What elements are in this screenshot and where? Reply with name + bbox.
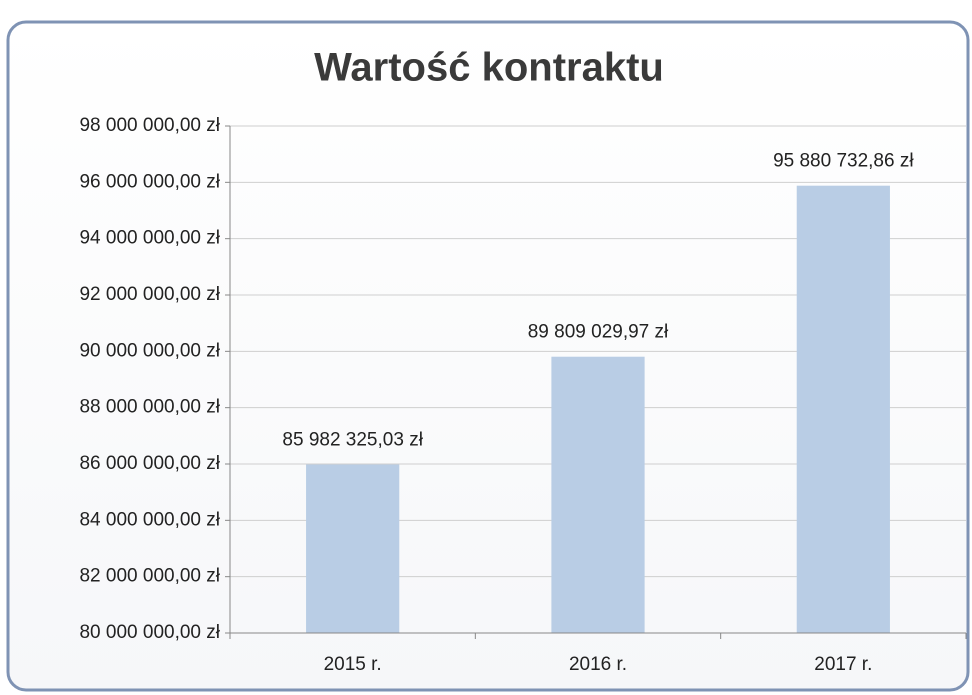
y-tick-label: 98 000 000,00 zł xyxy=(79,115,220,136)
chart-title: Wartość kontraktu xyxy=(314,46,664,90)
x-tick-label: 2015 r. xyxy=(324,654,382,675)
y-tick-label: 80 000 000,00 zł xyxy=(79,622,220,643)
bar xyxy=(306,464,400,633)
data-label: 85 982 325,03 zł xyxy=(282,430,423,451)
y-tick-label: 92 000 000,00 zł xyxy=(79,284,220,305)
y-tick-label: 84 000 000,00 zł xyxy=(79,509,220,530)
x-tick-label: 2016 r. xyxy=(569,654,627,675)
bar xyxy=(551,356,645,633)
data-label: 89 809 029,97 zł xyxy=(528,322,669,343)
y-tick-label: 82 000 000,00 zł xyxy=(79,566,220,587)
y-tick-label: 94 000 000,00 zł xyxy=(79,228,220,249)
bar xyxy=(796,185,890,633)
x-tick-label: 2017 r. xyxy=(814,654,872,675)
data-label: 95 880 732,86 zł xyxy=(773,151,914,172)
y-tick-label: 88 000 000,00 zł xyxy=(79,397,220,418)
y-tick-label: 96 000 000,00 zł xyxy=(79,171,220,192)
y-tick-label: 90 000 000,00 zł xyxy=(79,340,220,361)
chart-frame xyxy=(6,20,970,692)
y-tick-label: 86 000 000,00 zł xyxy=(79,453,220,474)
